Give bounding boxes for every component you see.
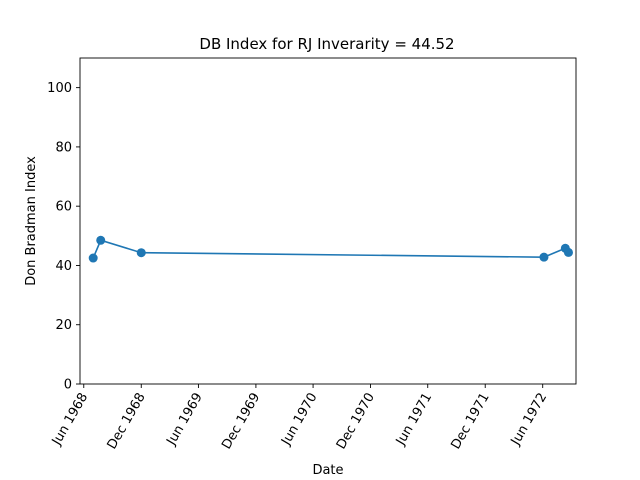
- data-point: [136, 248, 146, 258]
- data-point: [88, 253, 98, 263]
- y-tick-label: 60: [55, 200, 72, 215]
- x-tick-label: Jun 1972: [508, 391, 550, 449]
- x-axis-title: Date: [312, 463, 343, 478]
- data-point: [96, 235, 106, 245]
- x-tick-label: Dec 1971: [449, 391, 493, 453]
- plot-area: [79, 57, 577, 385]
- y-tick-label: 20: [55, 318, 72, 333]
- y-axis: 0 20 40 60 80 100: [47, 81, 80, 393]
- plot-frame: [79, 57, 577, 385]
- y-tick-label: 0: [64, 378, 72, 393]
- chart-title: DB Index for RJ Inverarity = 44.52: [199, 35, 454, 53]
- y-tick-label: 40: [55, 259, 72, 274]
- y-tick-label: 80: [55, 140, 72, 155]
- y-tick-label: 100: [47, 81, 72, 96]
- series-line: [92, 239, 570, 259]
- data-point: [539, 252, 549, 262]
- x-axis: Jun 1968 Dec 1968 Jun 1969 Dec 1969 Jun 1970…: [49, 384, 550, 452]
- series-layer: [88, 235, 573, 263]
- x-tick-label: Dec 1969: [219, 391, 263, 453]
- x-tick-label: Dec 1968: [105, 391, 149, 453]
- x-tick-label: Jun 1971: [393, 391, 435, 449]
- x-tick-label: Jun 1968: [49, 391, 91, 449]
- x-tick-label: Jun 1970: [278, 391, 320, 449]
- x-tick-label: Dec 1970: [334, 391, 378, 453]
- y-axis-title: Don Bradman Index: [24, 156, 39, 286]
- x-tick-label: Jun 1969: [164, 391, 206, 449]
- data-point: [563, 247, 573, 257]
